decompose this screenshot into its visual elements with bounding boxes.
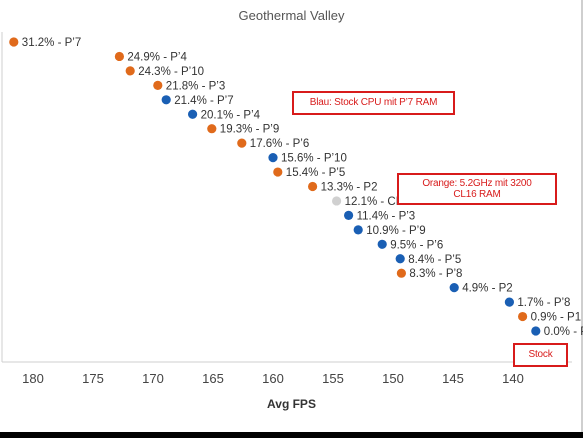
x-tick-label: 145 <box>442 371 464 386</box>
orange-note: Orange: 5.2GHz mit 3200 CL16 RAM <box>397 173 557 205</box>
x-tick-label: 155 <box>322 371 344 386</box>
x-tick-label: 160 <box>262 371 284 386</box>
data-point <box>504 297 514 307</box>
data-point <box>125 66 135 76</box>
data-label: 13.3% - P2 <box>321 182 378 194</box>
data-label: 17.6% - P’6 <box>250 138 309 150</box>
data-point <box>268 153 278 163</box>
x-tick-label: 150 <box>382 371 404 386</box>
x-axis-ticks: 180 175 170 165 160 155 150 145 140 <box>22 371 524 386</box>
x-tick-label: 165 <box>202 371 224 386</box>
data-label: 24.3% - P’10 <box>138 66 204 78</box>
orange-note-line-2: CL16 RAM <box>453 189 501 200</box>
data-label: 15.6% - P’10 <box>281 153 347 165</box>
data-point <box>395 254 405 264</box>
data-label: 15.4% - P’5 <box>286 167 345 179</box>
x-tick-label: 170 <box>142 371 164 386</box>
data-point <box>161 95 171 105</box>
data-point <box>377 239 387 249</box>
data-label: 10.9% - P’9 <box>366 225 425 237</box>
data-point <box>344 210 354 220</box>
data-label: 24.9% - P’4 <box>127 51 187 63</box>
data-label: 11.4% - P’3 <box>357 210 416 222</box>
data-label: 31.2% - P’7 <box>22 37 81 49</box>
data-label: 0.0% - P1 <box>544 326 583 338</box>
data-label: 8.4% - P’5 <box>408 254 461 266</box>
data-label: 1.7% - P’8 <box>517 297 570 309</box>
blue-note: Blau: Stock CPU mit P’7 RAM <box>292 91 455 115</box>
x-tick-label: 180 <box>22 371 44 386</box>
data-point <box>531 326 541 336</box>
data-point <box>9 37 19 47</box>
data-label: 0.9% - P1 <box>531 312 582 324</box>
data-label: 4.9% - P2 <box>462 283 513 295</box>
data-point <box>353 225 363 235</box>
x-axis-label: Avg FPS <box>267 397 316 411</box>
data-point <box>308 181 318 192</box>
x-tick-label: 140 <box>502 371 524 386</box>
orange-note-line-1: Orange: 5.2GHz mit 3200 <box>422 178 532 189</box>
data-point <box>237 138 247 148</box>
data-label: 9.5% - P’6 <box>390 239 443 251</box>
data-point <box>449 283 459 293</box>
data-label: 20.1% - P’4 <box>201 109 261 121</box>
data-points: 31.2% - P’7 24.9% - P’4 24.3% - P’10 21.8% … <box>9 37 583 338</box>
data-label: 21.8% - P’3 <box>166 80 225 92</box>
data-point <box>114 51 124 62</box>
stock-note: Stock <box>513 343 568 367</box>
data-point <box>396 268 406 278</box>
x-tick-label: 175 <box>82 371 104 386</box>
data-label: 8.3% - P’8 <box>409 268 462 280</box>
chart-title: Geothermal Valley <box>238 8 345 23</box>
data-label: 12.1% - CB <box>345 196 404 208</box>
data-label: 19.3% - P’9 <box>220 124 279 136</box>
data-point <box>518 311 528 322</box>
data-point <box>188 109 198 119</box>
data-point <box>332 196 342 206</box>
data-point <box>207 124 217 134</box>
data-point <box>273 167 283 177</box>
data-point <box>153 80 163 90</box>
data-label: 21.4% - P’7 <box>174 95 233 107</box>
